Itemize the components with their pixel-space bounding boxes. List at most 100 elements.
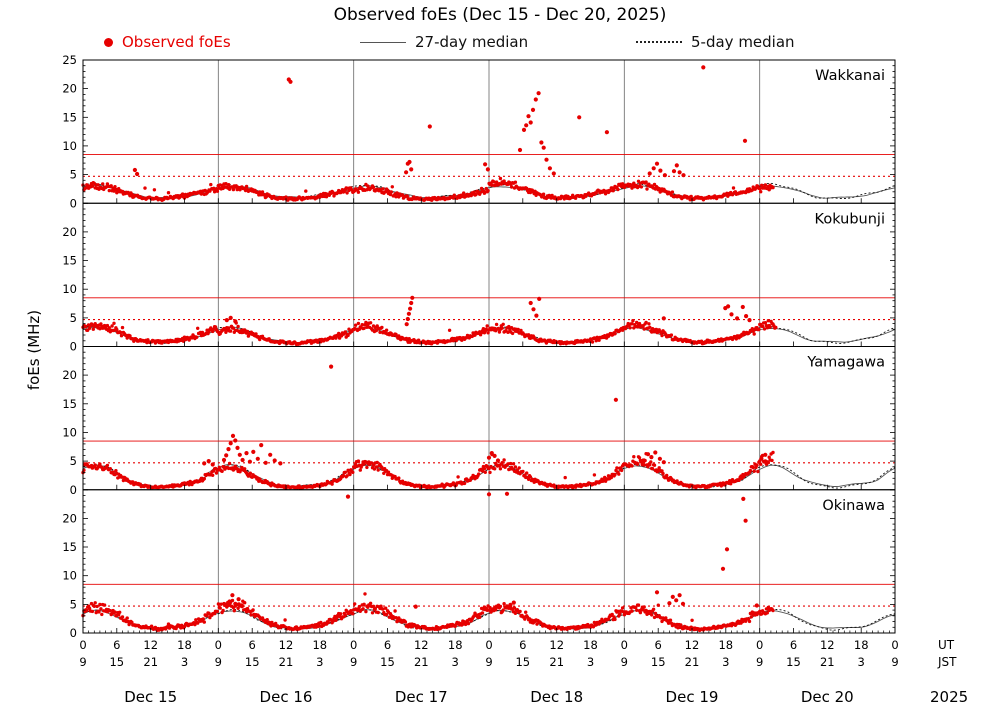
- svg-text:Dec 18: Dec 18: [530, 688, 583, 706]
- svg-text:3: 3: [722, 655, 729, 669]
- svg-text:10: 10: [62, 569, 77, 583]
- svg-text:9: 9: [756, 655, 763, 669]
- svg-text:15: 15: [62, 110, 77, 124]
- svg-text:6: 6: [655, 638, 662, 652]
- svg-text:0: 0: [70, 196, 77, 210]
- chart-title: Observed foEs (Dec 15 - Dec 20, 2025): [333, 5, 667, 25]
- y-tick-labels: 0 5 10 15 20 25: [62, 53, 77, 210]
- svg-text:12: 12: [414, 638, 429, 652]
- median27-line-marker: [360, 41, 406, 43]
- svg-text:18: 18: [312, 638, 327, 652]
- svg-text:9: 9: [79, 655, 86, 669]
- svg-text:18: 18: [583, 638, 598, 652]
- legend-item-median27: 27-day median: [360, 33, 528, 51]
- svg-text:6: 6: [384, 638, 391, 652]
- observed-foes-dots: [81, 364, 775, 490]
- svg-text:12: 12: [143, 638, 158, 652]
- svg-text:15: 15: [651, 655, 666, 669]
- svg-text:5: 5: [70, 454, 77, 468]
- year-label: 2025: [930, 688, 968, 706]
- svg-text:5: 5: [70, 311, 77, 325]
- panel-yamagawa: 0 5 10 15 20 Yamagawa: [62, 346, 896, 497]
- svg-text:21: 21: [279, 655, 294, 669]
- panel-wakkanai: 0 5 10 15 20 25 Wakkanai: [62, 53, 896, 210]
- svg-text:3: 3: [316, 655, 323, 669]
- svg-text:3: 3: [181, 655, 188, 669]
- legend-item-median5: 5-day median: [636, 33, 795, 51]
- svg-text:15: 15: [62, 254, 77, 268]
- svg-text:15: 15: [109, 655, 124, 669]
- svg-text:10: 10: [62, 139, 77, 153]
- observed-foes-dots: [81, 295, 778, 347]
- median5-line: [82, 463, 896, 489]
- svg-text:5: 5: [70, 597, 77, 611]
- y-ticks: [83, 59, 895, 204]
- observed-dot-marker: [104, 37, 113, 47]
- svg-text:18: 18: [854, 638, 869, 652]
- y-tick-labels: 0 5 10 15 20: [62, 511, 77, 640]
- x-ticks: [82, 628, 896, 633]
- svg-text:6: 6: [113, 638, 120, 652]
- svg-text:0: 0: [485, 638, 492, 652]
- svg-text:0: 0: [350, 638, 357, 652]
- ut-caption: UT: [938, 638, 955, 652]
- svg-text:0: 0: [891, 638, 898, 652]
- svg-text:15: 15: [62, 397, 77, 411]
- legend-item-observed: Observed foEs: [104, 33, 231, 51]
- y-ticks: [83, 202, 895, 347]
- svg-text:0: 0: [70, 626, 77, 640]
- svg-text:15: 15: [62, 540, 77, 554]
- legend-median5-label: 5-day median: [691, 33, 795, 51]
- median5-dotted-marker: [636, 41, 682, 43]
- svg-text:0: 0: [621, 638, 628, 652]
- svg-text:6: 6: [249, 638, 256, 652]
- x-ticks: [82, 341, 896, 347]
- svg-text:25: 25: [62, 53, 77, 67]
- jst-caption: JST: [937, 655, 957, 669]
- svg-text:18: 18: [177, 638, 192, 652]
- svg-text:3: 3: [858, 655, 865, 669]
- svg-text:21: 21: [685, 655, 700, 669]
- station-label: Kokubunji: [815, 211, 885, 227]
- legend-median27-label: 27-day median: [415, 33, 529, 51]
- svg-text:0: 0: [70, 340, 77, 354]
- svg-text:9: 9: [215, 655, 222, 669]
- svg-text:21: 21: [549, 655, 564, 669]
- svg-text:3: 3: [452, 655, 459, 669]
- day-labels: Dec 15 Dec 16 Dec 17 Dec 18 Dec 19 Dec 20: [124, 688, 853, 706]
- svg-text:9: 9: [485, 655, 492, 669]
- svg-text:0: 0: [79, 638, 86, 652]
- panel-kokubunji: 0 5 10 15 20 Kokubunji: [62, 202, 896, 354]
- svg-text:20: 20: [62, 511, 77, 525]
- x-tick-labels: 0 9 6 15 12 21 18 3 0 9 6 15 12 21 18 3 0 9 6 15 12 21 18 3 0 9 6 1…: [79, 638, 898, 669]
- svg-text:15: 15: [380, 655, 395, 669]
- svg-text:12: 12: [279, 638, 294, 652]
- svg-text:5: 5: [70, 168, 77, 182]
- svg-text:20: 20: [62, 82, 77, 96]
- svg-text:21: 21: [414, 655, 429, 669]
- y-axis-label: foEs (MHz): [25, 309, 43, 391]
- svg-text:15: 15: [515, 655, 530, 669]
- svg-text:6: 6: [790, 638, 797, 652]
- station-label: Wakkanai: [815, 68, 885, 84]
- station-label: Yamagawa: [806, 355, 885, 371]
- svg-text:12: 12: [549, 638, 564, 652]
- svg-text:10: 10: [62, 282, 77, 296]
- x-ticks: [82, 484, 896, 490]
- svg-text:10: 10: [62, 425, 77, 439]
- svg-text:20: 20: [62, 225, 77, 239]
- panel-okinawa: 0 5 10 15 20 Okinawa: [62, 489, 896, 640]
- svg-text:0: 0: [215, 638, 222, 652]
- svg-text:12: 12: [685, 638, 700, 652]
- svg-text:Dec 16: Dec 16: [260, 688, 313, 706]
- svg-text:18: 18: [718, 638, 733, 652]
- station-label: Okinawa: [822, 498, 885, 514]
- svg-text:Dec 20: Dec 20: [801, 688, 854, 706]
- svg-text:18: 18: [448, 638, 463, 652]
- svg-text:Dec 15: Dec 15: [124, 688, 177, 706]
- svg-text:15: 15: [786, 655, 801, 669]
- svg-text:21: 21: [143, 655, 158, 669]
- svg-text:3: 3: [587, 655, 594, 669]
